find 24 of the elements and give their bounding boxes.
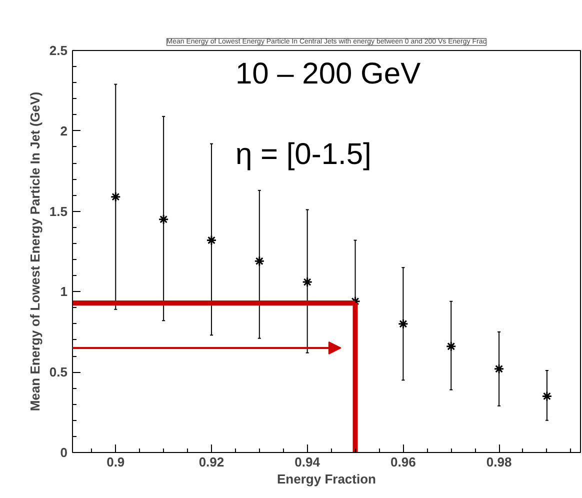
y-axis-title: Mean Energy of Lowest Energy Particle In Jet (GeV): [27, 92, 42, 412]
x-tick-label: 0.98: [486, 454, 512, 470]
point: [206, 234, 217, 246]
point: [398, 318, 408, 330]
x-tick-label: 0.92: [198, 454, 224, 470]
y-tick-label: 1: [60, 284, 68, 300]
y-tick-label: 1.5: [49, 204, 68, 219]
annotation: 10 – 200 GeV: [235, 58, 421, 91]
x-tick-label: 0.9: [106, 454, 125, 470]
point: [110, 192, 121, 202]
x-tick-label: 0.94: [294, 454, 321, 470]
y-tick-label: 2: [60, 123, 68, 138]
point: [158, 214, 169, 225]
point: [542, 390, 552, 402]
annotation: η = [0-1.5]: [235, 138, 372, 172]
point: [254, 256, 265, 266]
point: [446, 341, 456, 352]
x-tick-label: 0.96: [390, 454, 416, 470]
y-tick-label: 0: [60, 445, 68, 460]
x-axis-title: Energy Fraction: [277, 472, 376, 486]
point: [494, 364, 504, 374]
y-tick-label: 2.5: [49, 43, 68, 58]
point: [302, 276, 313, 288]
y-tick-label: 0.5: [49, 364, 68, 380]
